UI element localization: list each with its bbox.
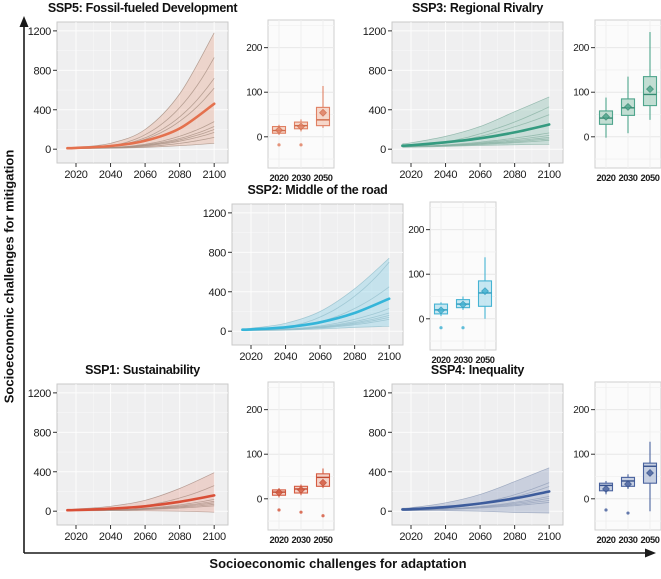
svg-text:2080: 2080	[343, 351, 366, 362]
svg-text:400: 400	[369, 105, 387, 117]
ssp4-boxplot: 0 100 200 2020 2030 2050	[573, 381, 661, 545]
svg-text:2100: 2100	[203, 169, 226, 180]
svg-text:800: 800	[34, 65, 52, 77]
svg-text:0: 0	[419, 314, 425, 325]
svg-text:2020: 2020	[596, 535, 615, 545]
panel-title-ssp1: SSP1: Sustainability	[85, 363, 200, 377]
svg-text:2100: 2100	[378, 351, 401, 362]
ssp5-boxplot: 0 100 200 2020 2030 2050	[246, 19, 335, 183]
svg-text:2100: 2100	[538, 531, 561, 542]
svg-text:2080: 2080	[503, 169, 526, 180]
ssp1-boxplot: 0 100 200 2020 2030 2050	[246, 381, 335, 545]
y-axis-label: Socioeconomic challenges for mitigation	[1, 149, 17, 404]
svg-text:200: 200	[573, 43, 590, 54]
svg-text:0: 0	[584, 132, 590, 143]
svg-text:2020: 2020	[399, 531, 422, 542]
svg-text:400: 400	[34, 105, 52, 117]
svg-text:2060: 2060	[468, 531, 491, 542]
svg-text:1200: 1200	[203, 208, 226, 220]
svg-text:1200: 1200	[28, 26, 51, 38]
svg-text:200: 200	[408, 225, 425, 236]
svg-text:0: 0	[257, 132, 263, 143]
svg-text:800: 800	[34, 427, 52, 439]
svg-text:2030: 2030	[291, 173, 310, 183]
panel-title-ssp4: SSP4: Inequality	[430, 363, 525, 377]
ssp4-trajectory-chart: 0 400 800 1200 2020 2040 2060 2080 2100	[363, 383, 564, 542]
ssp5-trajectory-chart: 0 400 800 1200 2020 2040 2060 2080 2100	[28, 21, 229, 180]
svg-text:100: 100	[246, 450, 263, 461]
svg-text:0: 0	[257, 494, 263, 505]
svg-text:2020: 2020	[64, 169, 87, 180]
svg-text:2040: 2040	[99, 531, 122, 542]
svg-text:2040: 2040	[434, 531, 457, 542]
svg-text:100: 100	[408, 270, 425, 281]
svg-text:2050: 2050	[313, 173, 332, 183]
svg-text:2060: 2060	[133, 531, 156, 542]
svg-text:400: 400	[369, 467, 387, 479]
svg-text:2030: 2030	[291, 535, 310, 545]
svg-text:2030: 2030	[453, 355, 472, 365]
svg-text:2020: 2020	[269, 535, 288, 545]
svg-text:2020: 2020	[269, 173, 288, 183]
panel-title-ssp2: SSP2: Middle of the road	[247, 183, 388, 197]
panel-title-ssp3: SSP3: Regional Rivalry	[412, 1, 543, 15]
svg-text:2020: 2020	[596, 173, 615, 183]
svg-text:200: 200	[246, 43, 263, 54]
svg-text:100: 100	[573, 88, 590, 99]
svg-text:2040: 2040	[274, 351, 297, 362]
svg-text:800: 800	[369, 65, 387, 77]
svg-text:200: 200	[573, 405, 590, 416]
svg-text:1200: 1200	[363, 388, 386, 400]
svg-text:1200: 1200	[363, 26, 386, 38]
svg-text:2100: 2100	[538, 169, 561, 180]
svg-text:2060: 2060	[468, 169, 491, 180]
ssp2-boxplot: 0 100 200 2020 2030 2050	[408, 201, 497, 365]
svg-text:2100: 2100	[203, 531, 226, 542]
svg-text:0: 0	[45, 506, 51, 518]
svg-text:0: 0	[380, 506, 386, 518]
svg-text:100: 100	[246, 88, 263, 99]
ssp2-trajectory-chart: 0 400 800 1200 2020 2040 2060 2080 2100	[203, 203, 404, 362]
svg-text:2060: 2060	[133, 169, 156, 180]
svg-text:0: 0	[45, 144, 51, 156]
svg-text:2080: 2080	[168, 169, 191, 180]
svg-text:400: 400	[34, 467, 52, 479]
svg-text:2040: 2040	[99, 169, 122, 180]
svg-text:2020: 2020	[239, 351, 262, 362]
svg-text:100: 100	[573, 450, 590, 461]
svg-text:1200: 1200	[28, 388, 51, 400]
svg-text:2050: 2050	[475, 355, 494, 365]
x-axis-label: Socioeconomic challenges for adaptation	[209, 556, 467, 571]
svg-text:2020: 2020	[431, 355, 450, 365]
svg-text:2060: 2060	[308, 351, 331, 362]
svg-text:2050: 2050	[640, 173, 659, 183]
ssp3-trajectory-chart: 0 400 800 1200 2020 2040 2060 2080 2100	[363, 21, 564, 180]
svg-text:2020: 2020	[399, 169, 422, 180]
ssp3-boxplot: 0 100 200 2020 2030 2050	[573, 19, 661, 183]
svg-text:2080: 2080	[503, 531, 526, 542]
svg-text:0: 0	[220, 326, 226, 338]
panel-title-ssp5: SSP5: Fossil-fueled Development	[47, 1, 238, 15]
svg-text:2050: 2050	[640, 535, 659, 545]
svg-text:2030: 2030	[618, 173, 637, 183]
svg-text:2080: 2080	[168, 531, 191, 542]
svg-text:200: 200	[246, 405, 263, 416]
svg-text:2030: 2030	[618, 535, 637, 545]
svg-text:2020: 2020	[64, 531, 87, 542]
svg-text:400: 400	[209, 287, 227, 299]
svg-text:2040: 2040	[434, 169, 457, 180]
svg-text:2050: 2050	[313, 535, 332, 545]
svg-text:0: 0	[380, 144, 386, 156]
svg-text:800: 800	[369, 427, 387, 439]
svg-text:800: 800	[209, 247, 227, 259]
svg-text:0: 0	[584, 494, 590, 505]
ssp1-trajectory-chart: 0 400 800 1200 2020 2040 2060 2080 2100	[28, 383, 229, 542]
